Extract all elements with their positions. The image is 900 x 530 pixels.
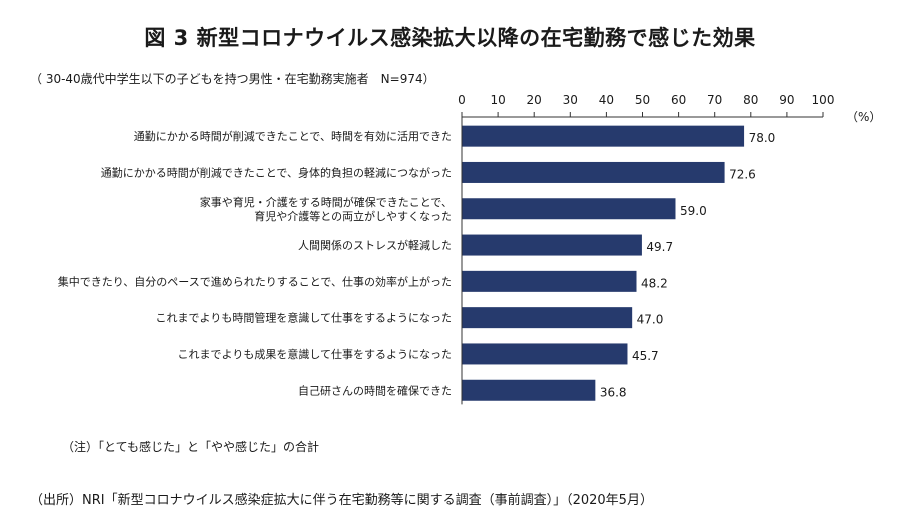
value-label: 36.8 xyxy=(600,385,627,399)
value-label: 72.6 xyxy=(729,167,756,181)
x-tick-label: 50 xyxy=(635,93,650,107)
category-label: これまでよりも時間管理を意識して仕事をするようになった xyxy=(156,311,452,325)
category-label: 自己研さんの時間を確保できた xyxy=(298,383,452,397)
x-tick-label: 90 xyxy=(779,93,794,107)
x-tick-label: 0 xyxy=(458,93,466,107)
x-tick-label: 40 xyxy=(599,93,614,107)
bar xyxy=(462,270,637,292)
x-tick-label: 30 xyxy=(563,93,578,107)
category-label: これまでよりも成果を意識して仕事をするようになった xyxy=(178,347,452,361)
chart-subtitle: （ 30-40歳代中学生以下の子どもを持つ男性・在宅勤務実施者 N=974） xyxy=(30,72,435,86)
x-tick-label: 60 xyxy=(671,93,686,107)
category-label: 家事や育児・介護をする時間が確保できたことで、 xyxy=(200,195,452,209)
value-label: 47.0 xyxy=(637,313,664,327)
category-label: 人間関係のストレスが軽減した xyxy=(298,238,452,252)
bar xyxy=(462,343,628,365)
value-label: 48.2 xyxy=(641,276,668,290)
value-label: 45.7 xyxy=(632,349,659,363)
x-tick-label: 100 xyxy=(812,93,835,107)
x-tick-label: 20 xyxy=(527,93,542,107)
chart-source: （出所）NRI「新型コロナウイルス感染症拡大に伴う在宅勤務等に関する調査（事前調… xyxy=(30,493,653,508)
bar xyxy=(462,161,725,183)
bar xyxy=(462,379,596,401)
value-label: 78.0 xyxy=(749,131,776,145)
x-tick-label: 10 xyxy=(490,93,505,107)
bar xyxy=(462,198,676,220)
unit-label: （%） xyxy=(846,110,881,124)
chart-title: 図 3 新型コロナウイルス感染拡大以降の在宅勤務で感じた効果 xyxy=(144,26,756,50)
bar xyxy=(462,234,642,256)
category-label: 集中できたり、自分のペースで進められたりすることで、仕事の効率が上がった xyxy=(58,274,452,288)
category-label: 育児や介護等との両立がしやすくなった xyxy=(254,209,452,223)
category-label: 通勤にかかる時間が削減できたことで、身体的負担の軽減につながった xyxy=(101,165,452,179)
value-label: 59.0 xyxy=(680,204,707,218)
category-label: 通勤にかかる時間が削減できたことで、時間を有効に活用できた xyxy=(134,129,452,143)
value-label: 49.7 xyxy=(646,240,673,254)
bar xyxy=(462,125,745,147)
chart-note: （注）「とても感じた」と「やや感じた」の合計 xyxy=(62,440,320,454)
x-tick-label: 80 xyxy=(743,93,758,107)
bar xyxy=(462,307,633,329)
x-tick-label: 70 xyxy=(707,93,722,107)
